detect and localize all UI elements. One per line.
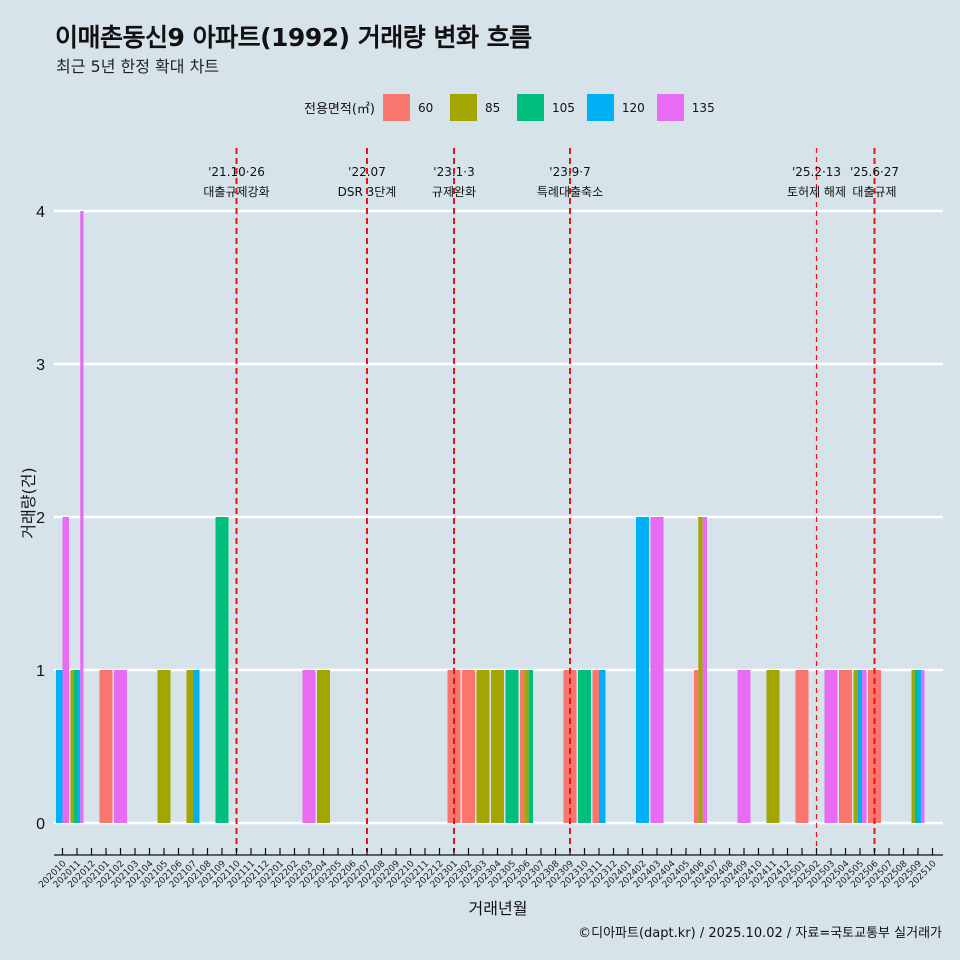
event-date-202502: '25.2·13 <box>792 165 841 179</box>
bar-202101-60 <box>99 670 113 823</box>
bar-202504-60 <box>839 670 852 823</box>
bar-202311-120 <box>599 670 606 823</box>
bar-202402-120 <box>636 517 649 823</box>
bar-202302-60 <box>462 670 475 823</box>
event-label-202110: 대출규제강화 <box>203 185 269 199</box>
chart-subtitle: 최근 5년 한정 확대 차트 <box>56 57 220 76</box>
legend-label-135: 135 <box>691 100 715 115</box>
bar-202301-60 <box>447 670 461 823</box>
bar-202509-85 <box>911 670 915 823</box>
event-label-202309: 특례대출축소 <box>537 185 603 199</box>
bar-202406-60 <box>694 670 699 823</box>
bar-202406-135 <box>702 517 707 823</box>
event-date-202309: '23.9·7 <box>549 165 590 179</box>
bar-202406-85 <box>698 517 703 823</box>
legend-label-120: 120 <box>621 100 645 115</box>
bar-202010-135 <box>62 517 69 823</box>
bar-202409-135 <box>737 670 751 823</box>
legend-title: 전용면적(㎡) <box>304 102 375 117</box>
bar-202306-105 <box>528 670 533 823</box>
bar-202503-135 <box>824 670 838 823</box>
bar-202011-105 <box>73 670 77 823</box>
legend-label-60: 60 <box>417 100 434 115</box>
legend-item-135: 135 <box>656 94 727 121</box>
bar-202505-120 <box>857 670 863 823</box>
bar-202306-60 <box>520 670 525 823</box>
event-label-202301: 규제완화 <box>432 185 476 199</box>
y-axis-title: 거래량(건) <box>19 467 38 538</box>
event-date-202207: '22.07 <box>348 165 386 179</box>
legend-swatch-85 <box>449 94 477 121</box>
bar-202203-135 <box>302 670 316 823</box>
legend-item-120: 120 <box>586 94 657 121</box>
legend-swatch-120 <box>586 94 614 121</box>
event-date-202301: '23.1·3 <box>433 165 474 179</box>
bar-202509-135 <box>921 670 925 823</box>
event-date-202110: '21.10·26 <box>208 165 265 179</box>
bar-202303-85 <box>476 670 490 823</box>
bar-202305-105 <box>505 670 519 823</box>
bar-202509-105 <box>914 670 918 823</box>
x-axis-title: 거래년월 <box>469 899 528 918</box>
bar-202204-85 <box>317 670 330 823</box>
bar-202011-120 <box>77 670 81 823</box>
legend-item-60: 60 <box>382 94 450 121</box>
bar-202011-85 <box>70 670 74 823</box>
event-label-202506: 대출규제 <box>852 185 896 199</box>
event-label-202502: 토허제 해제 <box>787 185 846 199</box>
bar-202311-60 <box>592 670 599 823</box>
legend-label-105: 105 <box>551 100 575 115</box>
bar-202506-60 <box>868 670 881 823</box>
legend-item-105: 105 <box>516 94 587 121</box>
bar-202505-135 <box>862 670 867 823</box>
y-tick-label-1: 1 <box>36 663 45 680</box>
source-caption: ©디아파트(dapt.kr) / 2025.10.02 / 자료=국토교통부 실… <box>578 926 942 941</box>
bar-202309-60 <box>563 670 577 823</box>
y-tick-label-3: 3 <box>36 357 45 374</box>
bar-202105-85 <box>157 670 171 823</box>
legend-label-85: 85 <box>484 100 501 115</box>
bar-202310-105 <box>578 670 591 823</box>
bar-202107-85 <box>186 670 193 823</box>
bar-202501-60 <box>795 670 809 823</box>
bar-202102-135 <box>114 670 127 823</box>
bar-202011-135 <box>80 211 84 823</box>
chart-title: 이매촌동신9 아파트(1992) 거래량 변화 흐름 <box>55 23 532 52</box>
bar-202509-120 <box>918 670 922 823</box>
bar-202109-105 <box>215 517 229 823</box>
legend: 전용면적(㎡) 60 85 105 120 135 <box>304 94 727 121</box>
bar-202306-85 <box>524 670 529 823</box>
bar-202403-135 <box>650 517 664 823</box>
y-tick-label-2: 2 <box>36 510 45 527</box>
bar-202010-120 <box>56 670 63 823</box>
bar-202505-85 <box>853 670 858 823</box>
event-label-202207: DSR 3단계 <box>338 185 397 199</box>
legend-swatch-60 <box>382 94 410 121</box>
legend-swatch-135 <box>656 94 684 121</box>
y-tick-label-4: 4 <box>36 204 45 221</box>
event-date-202506: '25.6·27 <box>850 165 899 179</box>
bar-202411-85 <box>766 670 780 823</box>
y-tick-label-0: 0 <box>36 816 45 833</box>
bar-202304-85 <box>491 670 504 823</box>
legend-item-85: 85 <box>449 94 517 121</box>
bar-202107-120 <box>193 670 200 823</box>
legend-swatch-105 <box>516 94 544 121</box>
